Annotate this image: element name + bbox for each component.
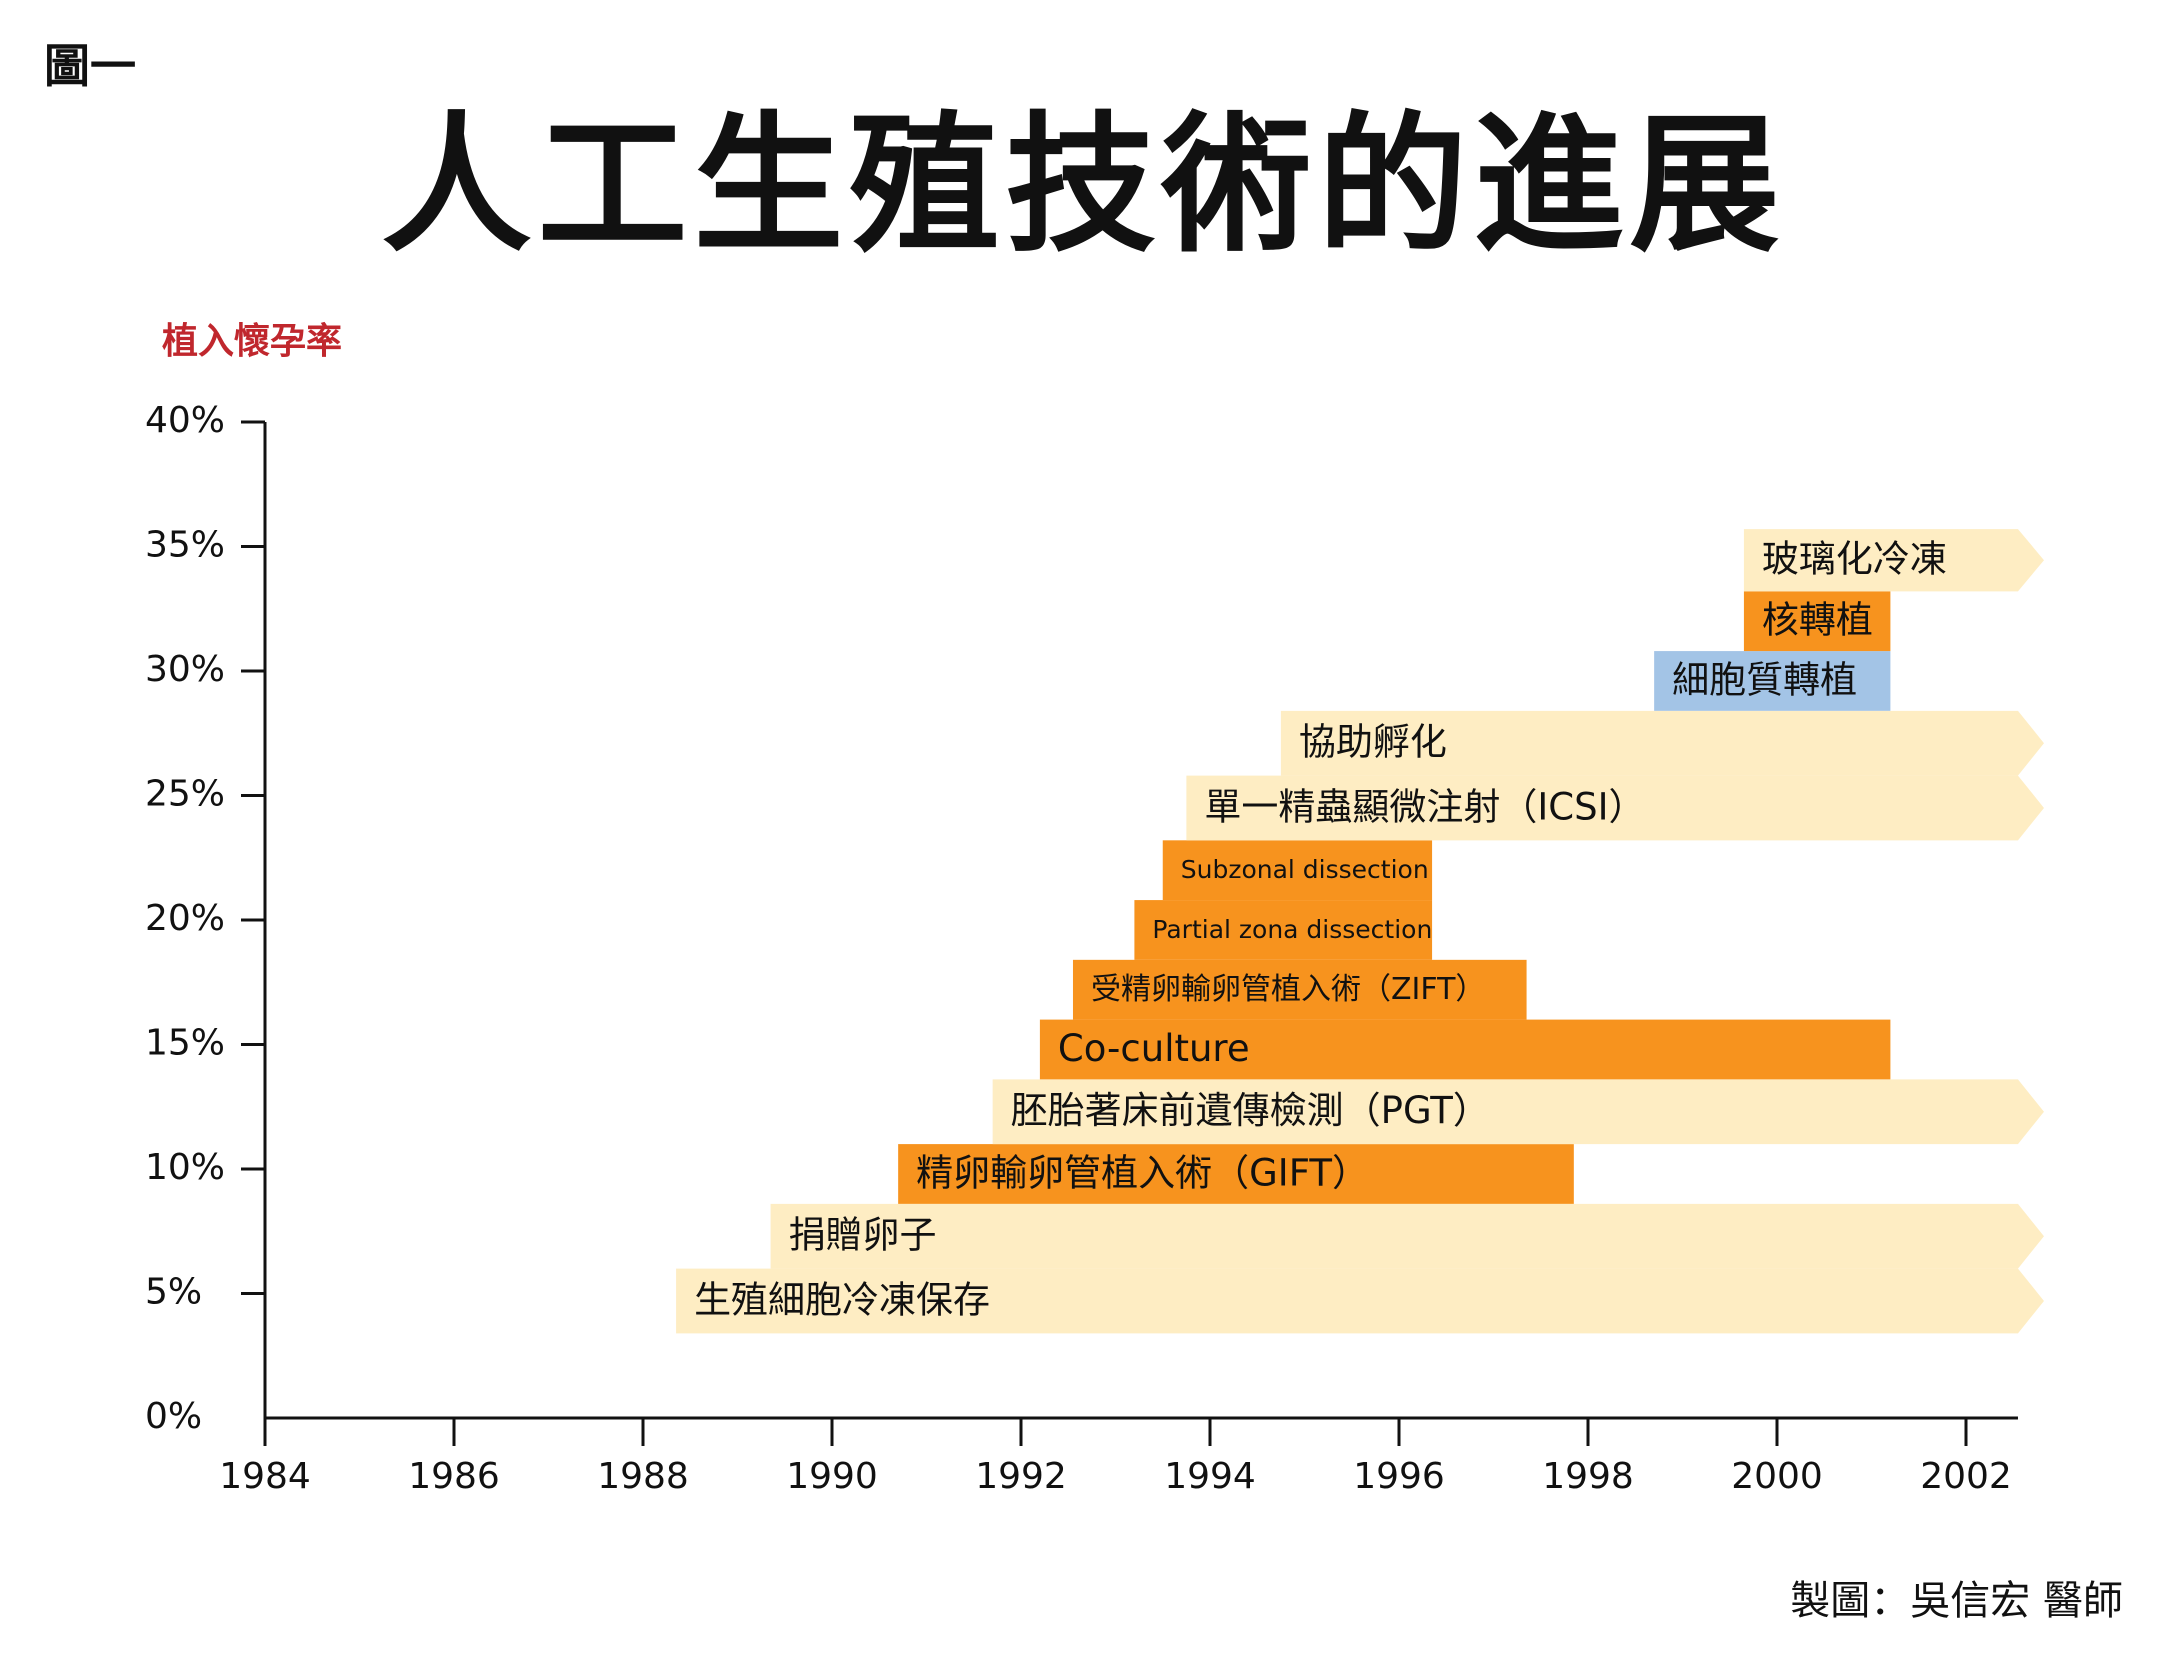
bar-label: 玻璃化冷凍	[1762, 538, 1947, 581]
y-tick-label: 10%	[145, 1147, 225, 1188]
x-tick-label: 1998	[1542, 1456, 1634, 1497]
bar-label: 受精卵輸卵管植入術（ZIFT）	[1091, 972, 1485, 1007]
x-tick-label: 1986	[408, 1456, 500, 1497]
bar-label: 捐贈卵子	[789, 1214, 937, 1257]
bar-label: 胚胎著床前遺傳檢測（PGT）	[1011, 1089, 1490, 1132]
bar-1	[770, 1203, 2044, 1269]
credit-text: 製圖：吳信宏 醫師	[1790, 1578, 2123, 1624]
figure-label: 圖一	[44, 39, 136, 93]
bar-label: 生殖細胞冷凍保存	[694, 1278, 990, 1321]
bar-label: 核轉植	[1762, 599, 1873, 642]
bar-label: 細胞質轉植	[1672, 658, 1857, 701]
bar-label: Subzonal dissection	[1181, 855, 1429, 884]
bar-9	[1280, 710, 2044, 776]
y-tick-label: 20%	[145, 898, 225, 939]
bar-6	[1134, 900, 1433, 960]
x-tick-label: 2000	[1731, 1456, 1823, 1497]
y-axis-label: 植入懷孕率	[162, 321, 343, 362]
x-tick-label: 1988	[597, 1456, 689, 1497]
y-tick-label: 25%	[145, 774, 225, 815]
y-tick-label: 15%	[145, 1023, 225, 1064]
bar-label: Partial zona dissection	[1152, 915, 1432, 944]
y-tick-label: 35%	[145, 525, 225, 566]
x-tick-label: 2002	[1920, 1456, 2012, 1497]
bar-0	[676, 1268, 2044, 1334]
bar-7	[1162, 840, 1433, 901]
bar-8	[1186, 775, 2044, 841]
x-tick-label: 1992	[975, 1456, 1067, 1497]
y-tick-label: 40%	[145, 400, 225, 441]
bar-label: 協助孵化	[1299, 721, 1447, 764]
bar-label: 精卵輸卵管植入術（GIFT）	[916, 1151, 1369, 1194]
y-tick-label: 5%	[145, 1272, 202, 1313]
bar-2	[898, 1144, 1574, 1204]
x-tick-label: 1996	[1353, 1456, 1445, 1497]
bar-5	[1072, 959, 1527, 1020]
bar-11	[1743, 591, 1891, 652]
bar-12	[1743, 529, 2044, 592]
bar-label: 單一精蟲顯微注射（ICSI）	[1204, 785, 1645, 828]
y-tick-label: 30%	[145, 649, 225, 690]
x-tick-label: 1984	[219, 1456, 311, 1497]
chart-title: 人工生殖技術的進展	[381, 97, 1786, 273]
bar-10	[1654, 651, 1891, 711]
y-tick-label: 0%	[145, 1396, 202, 1437]
bar-4	[1039, 1019, 1891, 1080]
x-tick-label: 1990	[786, 1456, 878, 1497]
bar-3	[992, 1079, 2044, 1145]
x-tick-label: 1994	[1164, 1456, 1256, 1497]
bar-label: Co-culture	[1058, 1027, 1250, 1070]
